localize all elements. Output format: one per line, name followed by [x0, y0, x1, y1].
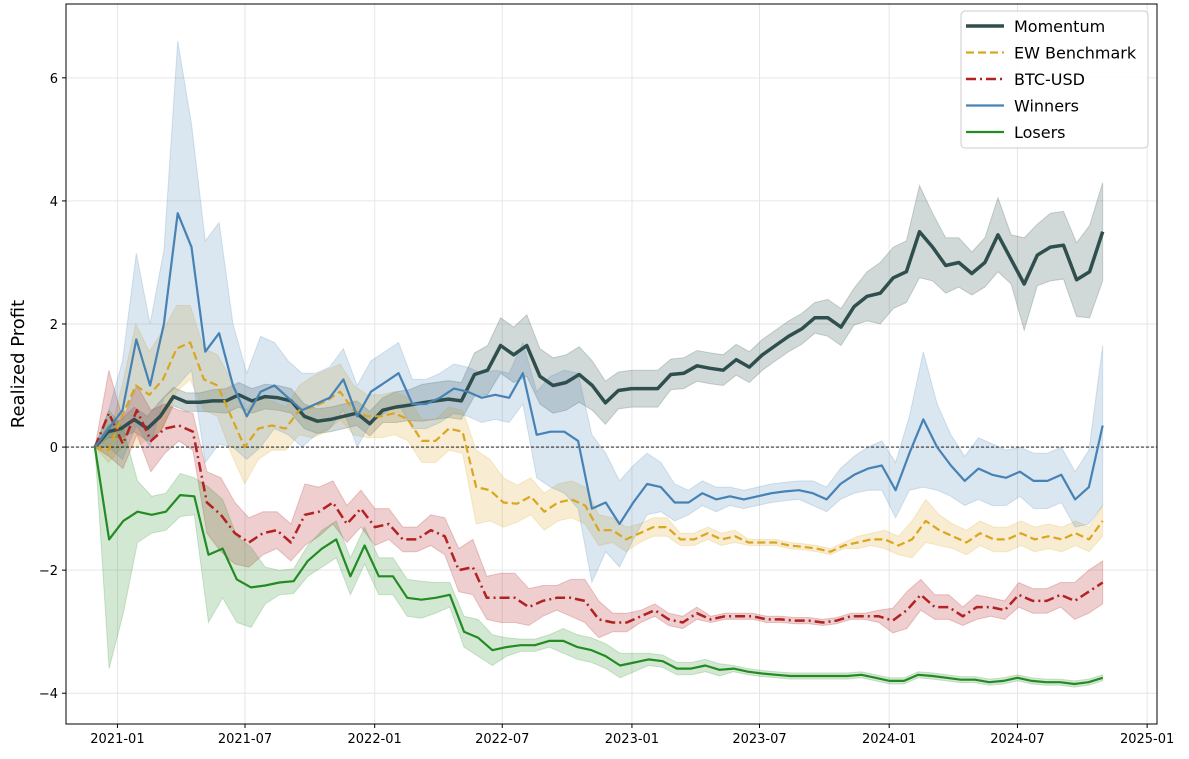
- x-tick-label: 2023-07: [732, 732, 786, 747]
- axis-ticks: 2021-01 2021-07 2022-01 2022-07 2023-01 2023-…: [39, 72, 1174, 747]
- y-tick-label: 4: [50, 195, 58, 210]
- y-tick-label: 2: [50, 318, 58, 333]
- losers-line: [93, 446, 1104, 686]
- btc-usd-band: [94, 370, 1104, 639]
- x-tick-label: 2023-01: [605, 732, 659, 747]
- momentum-line: [93, 229, 1105, 449]
- x-tick-label: 2022-07: [475, 732, 529, 747]
- winners-line: [94, 212, 1104, 526]
- legend-label-ew-benchmark: EW Benchmark: [1014, 44, 1137, 63]
- y-tick-label: 0: [50, 441, 58, 456]
- plot-frame: [65, 3, 1158, 725]
- series-lines: [93, 212, 1105, 686]
- x-tick-label: 2024-01: [862, 732, 916, 747]
- y-axis-label: Realized Profit: [8, 300, 29, 428]
- legend-label-losers: Losers: [1014, 123, 1066, 142]
- y-tick-label: −2: [39, 564, 58, 579]
- x-tick-label: 2021-01: [90, 732, 144, 747]
- legend-label-btc-usd: BTC-USD: [1014, 70, 1085, 89]
- ew-benchmark-line: [94, 341, 1104, 553]
- y-tick-label: −4: [39, 687, 58, 702]
- x-tick-label: 2024-07: [990, 732, 1044, 747]
- x-tick-label: 2025-01: [1120, 732, 1174, 747]
- legend-label-momentum: Momentum: [1014, 17, 1105, 36]
- y-tick-label: 6: [50, 72, 58, 87]
- legend-box: [960, 10, 1149, 149]
- legend: Momentum EW Benchmark BTC-USD Winners Losers: [960, 10, 1149, 149]
- x-tick-label: 2021-07: [218, 732, 272, 747]
- x-tick-label: 2022-01: [348, 732, 402, 747]
- legend-label-winners: Winners: [1014, 97, 1079, 116]
